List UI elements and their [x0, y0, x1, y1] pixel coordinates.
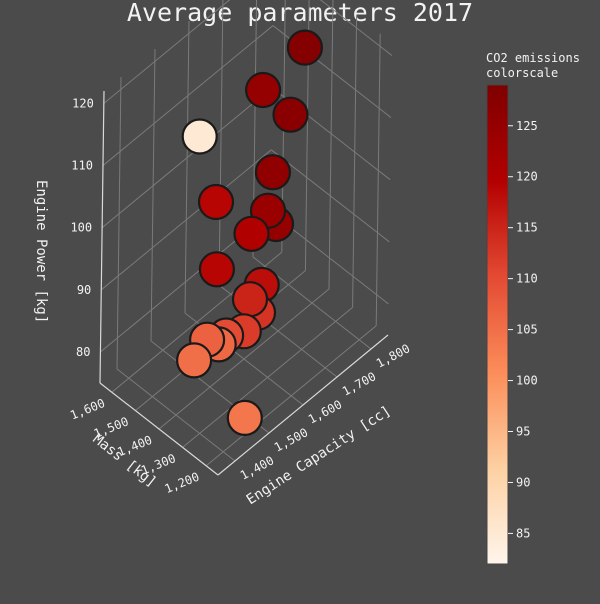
colorbar-tick-label: 115	[516, 221, 538, 235]
z-tick-label: 120	[72, 96, 94, 110]
floor-grid-line	[205, 325, 377, 467]
back-wall-grid-line	[100, 149, 272, 291]
colorbar-tick-label: 95	[516, 425, 530, 439]
z-tick-label: 90	[77, 283, 91, 297]
data-point[interactable]	[181, 118, 218, 155]
floor-grid-line	[182, 307, 353, 448]
z-tick-label: 110	[71, 159, 93, 173]
data-point[interactable]	[286, 29, 323, 66]
colorbar-title-line2: colorscale	[486, 66, 558, 80]
colorbar-title-line1: CO2 emissions	[486, 51, 580, 65]
data-point[interactable]	[198, 251, 235, 288]
y-axis-line	[99, 382, 219, 476]
back-wall-grid-line	[101, 87, 273, 229]
back-wall-grid-line	[116, 76, 122, 370]
back-wall-grid-line	[218, 0, 224, 286]
scene-3d[interactable]: 1,4001,5001,6001,7001,8001,2001,3001,400…	[33, 0, 413, 508]
colorbar-tick-label: 100	[516, 374, 538, 388]
colorbar-tick-label: 125	[516, 119, 538, 133]
colorbar-tick-label: 120	[516, 170, 538, 184]
back-wall-grid-line	[103, 0, 231, 104]
chart-title: Average parameters 2017	[127, 0, 473, 27]
x-axis-line	[217, 334, 389, 476]
x-tick-label: 1,700	[340, 369, 378, 398]
colorbar: CO2 emissions colorscale 85 90 95 100 105 110…	[486, 51, 580, 565]
y-tick-label: 1,600	[68, 396, 107, 423]
side-wall-grid-line	[328, 0, 334, 290]
colorbar-tick-label: 105	[516, 323, 538, 337]
z-axis-title: Engine Power [kg]	[33, 180, 49, 323]
side-wall-grid-line	[304, 0, 310, 271]
side-wall-grid-line	[375, 33, 381, 326]
data-point[interactable]	[254, 154, 291, 191]
side-wall-grid-line	[270, 149, 390, 243]
markers	[176, 29, 323, 436]
x-tick-label: 1,800	[374, 341, 412, 370]
data-point[interactable]	[197, 183, 235, 221]
data-point[interactable]	[233, 215, 270, 252]
side-wall-grid-line	[352, 15, 358, 308]
colorbar-gradient	[486, 84, 509, 565]
z-axis-line	[99, 90, 105, 384]
colorbar-tick-label: 85	[516, 526, 530, 540]
data-point[interactable]	[176, 342, 213, 379]
colorbar-tick-label: 90	[516, 475, 530, 489]
back-wall-grid-line	[184, 20, 190, 314]
data-point[interactable]	[272, 96, 309, 133]
back-wall-grid-line	[150, 48, 156, 342]
floor-grid-line	[158, 288, 330, 430]
z-tick-label: 100	[70, 221, 92, 235]
colorbar-tick-label: 110	[516, 272, 538, 286]
back-wall-grid-line	[102, 25, 274, 166]
x-tick-label: 1,600	[306, 397, 344, 426]
data-point[interactable]	[226, 399, 263, 436]
y-tick-label: 1,200	[163, 470, 202, 497]
z-tick-label: 80	[76, 345, 90, 359]
side-wall-grid-line	[319, 0, 393, 56]
data-point[interactable]	[245, 71, 282, 109]
x-tick-label: 1,500	[272, 425, 310, 454]
data-point[interactable]	[231, 281, 269, 318]
